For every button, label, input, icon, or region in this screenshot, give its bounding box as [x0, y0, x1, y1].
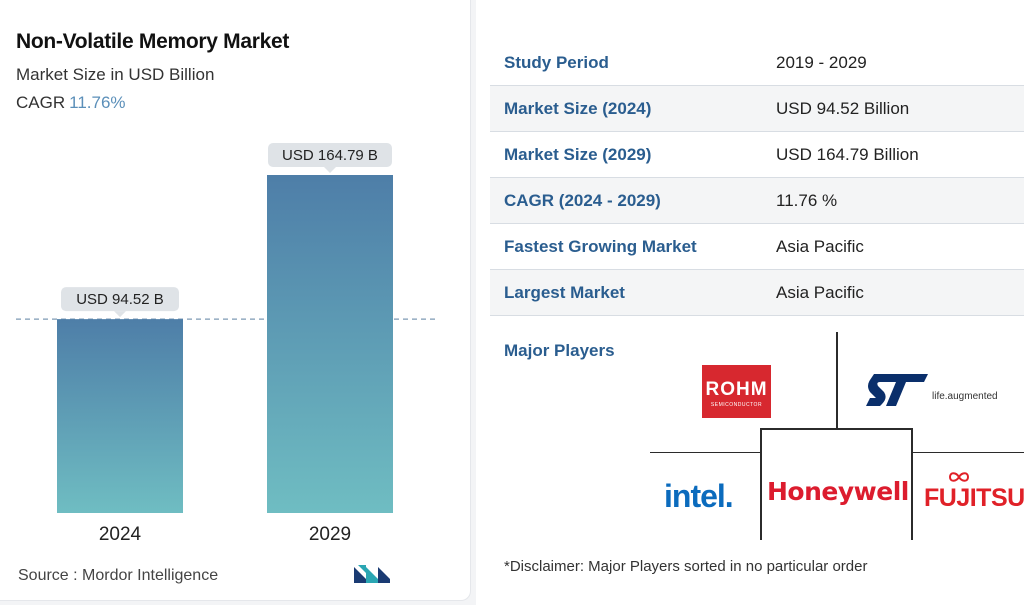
- grid-divider: [836, 332, 838, 430]
- data-label: USD 164.79 B: [282, 147, 378, 164]
- honeywell-logo: Honeywell: [767, 477, 909, 506]
- st-logo: [866, 374, 928, 406]
- mordor-intelligence-logo: [354, 565, 390, 583]
- stat-key: Study Period: [490, 40, 762, 86]
- grid-divider: [911, 428, 913, 540]
- chart-panel: Non-Volatile Memory Market Market Size i…: [0, 0, 471, 601]
- data-label-bg: [268, 143, 392, 167]
- data-label-pointer: [114, 311, 126, 318]
- data-label: USD 94.52 B: [76, 291, 164, 308]
- major-players-label: Major Players: [504, 341, 615, 360]
- stat-value: Asia Pacific: [762, 269, 1024, 316]
- stats-row: Market Size (2029) USD 164.79 Billion: [490, 131, 1024, 178]
- cagr-label: CAGR: [16, 93, 66, 112]
- cagr-line: CAGR 11.76%: [16, 93, 126, 113]
- grid-divider: [650, 452, 762, 453]
- stat-key: Fastest Growing Market: [490, 223, 762, 270]
- stat-value: USD 164.79 Billion: [762, 131, 1024, 178]
- chart-subtitle: Market Size in USD Billion: [16, 65, 215, 84]
- stats-row: Fastest Growing Market Asia Pacific: [490, 223, 1024, 270]
- bar-2024: [57, 319, 183, 513]
- source-text: Source : Mordor Intelligence: [18, 567, 219, 584]
- data-label-bg: [61, 287, 179, 312]
- grid-divider: [760, 428, 762, 540]
- cagr-value: 11.76%: [69, 93, 126, 112]
- stats-row: Largest Market Asia Pacific: [490, 269, 1024, 316]
- stats-row: Study Period 2019 - 2029: [490, 40, 1024, 86]
- stats-table: Study Period 2019 - 2029 Market Size (202…: [490, 40, 1024, 316]
- x-tick-label: 2029: [309, 524, 351, 545]
- data-label-pointer: [324, 167, 336, 173]
- rohm-logo-subtext: SEMICONDUCTOR: [710, 402, 763, 408]
- bar-chart: USD 94.52 B 2024 USD 164.79 B 2029: [16, 143, 436, 545]
- stat-value: Asia Pacific: [762, 223, 1024, 270]
- fujitsu-logo: FUJITSU: [924, 484, 1024, 512]
- stat-value: 2019 - 2029: [762, 40, 1024, 86]
- st-tagline: life.augmented: [932, 391, 998, 402]
- stat-key: Largest Market: [490, 269, 762, 316]
- stat-value: USD 94.52 Billion: [762, 85, 1024, 132]
- disclaimer-text: *Disclaimer: Major Players sorted in no …: [504, 558, 868, 575]
- grid-divider: [912, 452, 1024, 453]
- intel-logo: intel.: [664, 478, 734, 514]
- stat-key: Market Size (2024): [490, 85, 762, 132]
- bar-2029: [267, 175, 393, 513]
- rohm-logo-text: ROHM: [705, 379, 768, 400]
- chart-title: Non-Volatile Memory Market: [16, 30, 290, 53]
- stat-value: 11.76 %: [762, 177, 1024, 224]
- stat-key: CAGR (2024 - 2029): [490, 177, 762, 224]
- stat-key: Market Size (2029): [490, 131, 762, 178]
- grid-divider: [760, 428, 912, 430]
- x-tick-label: 2024: [99, 524, 142, 545]
- stats-row: Market Size (2024) USD 94.52 Billion: [490, 85, 1024, 132]
- fujitsu-infinity-icon: [948, 472, 970, 482]
- rohm-logo: ROHM SEMICONDUCTOR: [702, 365, 771, 418]
- stats-row: CAGR (2024 - 2029) 11.76 %: [490, 177, 1024, 224]
